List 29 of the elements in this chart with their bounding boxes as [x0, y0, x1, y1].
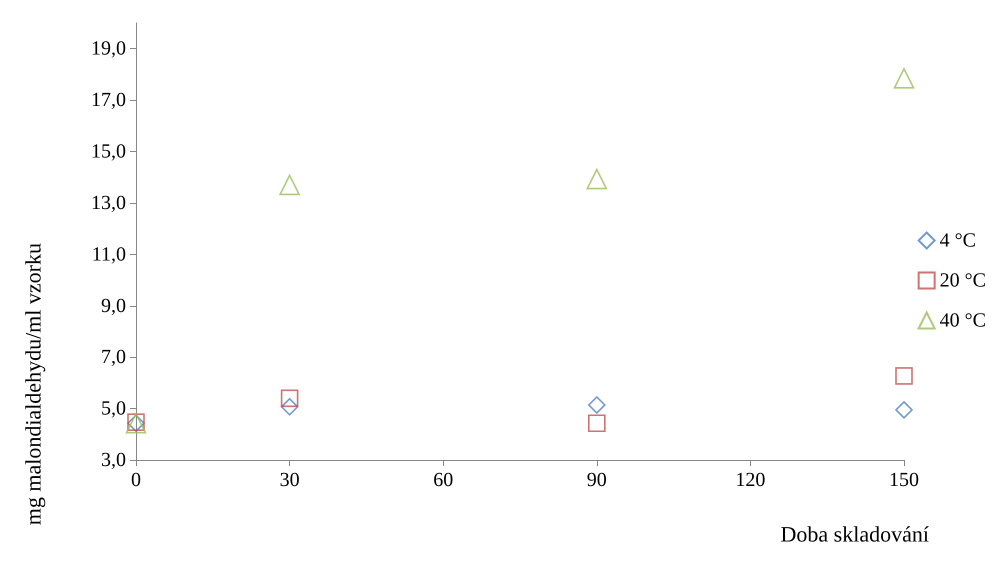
y-axis-title: mg malondialdehydu/ml vzorku	[20, 242, 46, 526]
point	[894, 68, 914, 89]
legend-label: 20 °C	[940, 270, 986, 292]
y-tick-label: 3,0	[101, 449, 126, 471]
x-tick-label: 60	[433, 469, 454, 491]
y-tick-label: 19,0	[91, 38, 126, 60]
point	[588, 414, 606, 432]
point	[895, 401, 913, 419]
y-tick-label: 5,0	[101, 398, 126, 420]
y-tick-label: 17,0	[91, 89, 126, 112]
legend-label: 40 °C	[940, 310, 986, 332]
point	[280, 398, 298, 416]
point	[588, 396, 606, 414]
y-tick-label: 9,0	[101, 294, 126, 317]
y-tick-label: 7,0	[101, 346, 126, 368]
y-tick-label: 13,0	[91, 192, 126, 214]
point	[895, 367, 913, 385]
x-tick-label: 120	[735, 469, 766, 491]
legend-label: 4 °C	[940, 230, 976, 252]
y-tick-label: 11,0	[92, 243, 126, 266]
x-tick-label: 30	[280, 469, 300, 491]
x-axis-title: Doba skladování	[780, 522, 929, 546]
point	[280, 390, 298, 408]
point	[586, 168, 608, 190]
y-tick-label: 15,0	[91, 140, 126, 163]
point	[279, 174, 300, 196]
x-tick-label: 150	[889, 469, 919, 491]
x-tick-label: 0	[131, 469, 141, 491]
x-tick-label: 90	[586, 469, 607, 491]
